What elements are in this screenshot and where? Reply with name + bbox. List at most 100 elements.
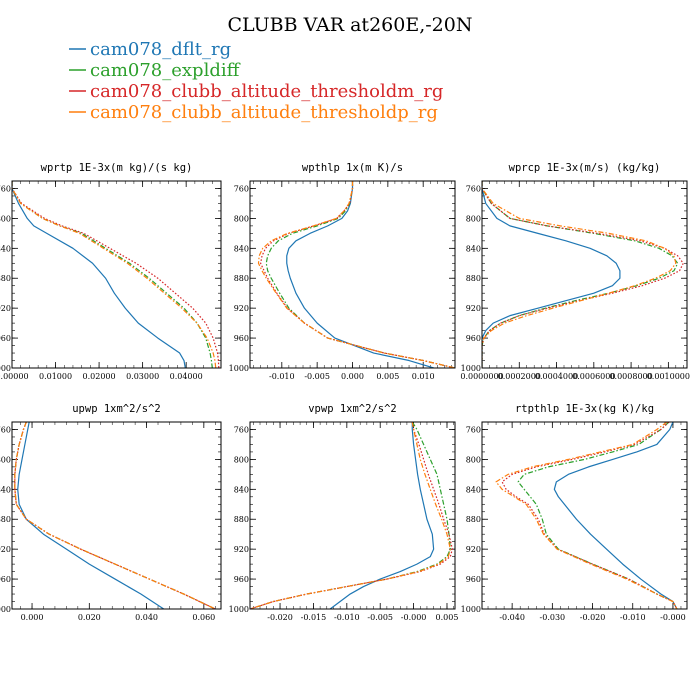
y-tick-label: 880 — [0, 515, 11, 524]
series-line — [250, 422, 453, 609]
panel-1: wprtp 1E-3x(m kg)/(s kg) 760 800 840 880 920 9… — [0, 162, 222, 381]
y-tick-label: 800 — [0, 455, 11, 464]
series-line — [482, 181, 679, 368]
series-line — [14, 422, 216, 609]
series-line — [517, 422, 678, 609]
figure-title: CLUBB VAR at260E,-20N — [228, 14, 473, 36]
legend-entry: cam078_expldiff — [69, 60, 241, 81]
series-line — [250, 422, 451, 609]
x-tick-label: -0.005 — [367, 613, 393, 622]
y-tick-label: 840 — [234, 485, 249, 494]
panel-title: wprtp 1E-3x(m kg)/(s kg) — [41, 162, 193, 174]
legend-label-thresholdp: cam078_clubb_altitude_thresholdp_rg — [90, 102, 438, 123]
y-tick-label: 1000 — [461, 605, 481, 614]
series-line — [14, 422, 216, 609]
x-tick-label: 0.0010000 — [647, 372, 690, 381]
y-tick-label: 760 — [0, 425, 11, 434]
x-tick-label: 0.0006000 — [572, 372, 615, 381]
x-tick-label: 0.0004000 — [535, 372, 578, 381]
y-tick-label: 960 — [234, 334, 249, 343]
x-tick-label: -0.010 — [334, 613, 360, 622]
series-line — [482, 181, 684, 368]
series-group — [14, 422, 216, 609]
x-tick-label: 0.02000 — [83, 372, 116, 381]
series-line — [482, 181, 677, 368]
y-tick-label: 760 — [234, 425, 249, 434]
panels: wprtp 1E-3x(m kg)/(s kg) 760 800 840 880 920 9… — [0, 162, 690, 622]
y-tick-label: 760 — [234, 184, 249, 193]
x-tick-label: 0.0008000 — [609, 372, 652, 381]
y-tick-label: 800 — [466, 214, 481, 223]
y-tick-label: 920 — [234, 545, 249, 554]
y-tick-label: 1000 — [461, 364, 481, 373]
panel-title: wprcp 1E-3x(m/s) (kg/kg) — [509, 162, 661, 174]
x-tick-label: -0.010 — [620, 613, 646, 622]
y-tick-label: 960 — [0, 334, 11, 343]
series-line — [495, 422, 678, 609]
panel-title: wpthlp 1x(m K)/s — [302, 162, 403, 174]
series-line — [329, 422, 435, 609]
y-tick-label: 840 — [234, 244, 249, 253]
x-tick-label: 0.03000 — [126, 372, 159, 381]
y-tick-label: 840 — [0, 244, 11, 253]
series-line — [482, 181, 621, 368]
panel-title: vpwp 1xm^2/s^2 — [308, 403, 397, 415]
x-tick-label: 0.000 — [341, 372, 364, 381]
y-tick-label: 800 — [234, 455, 249, 464]
y-tick-label: 920 — [0, 304, 11, 313]
x-tick-label: 0.005 — [436, 613, 459, 622]
series-line — [265, 181, 455, 368]
series-group — [257, 181, 455, 368]
series-group — [250, 422, 453, 609]
y-tick-label: 960 — [234, 575, 249, 584]
legend: cam078_dflt_rg cam078_expldiff cam078_cl… — [69, 39, 443, 123]
y-tick-label: 840 — [0, 485, 11, 494]
y-tick-label: 760 — [466, 425, 481, 434]
y-tick-label: 920 — [466, 304, 481, 313]
panel-2: wpthlp 1x(m K)/s 760 800 840 880 920 960 1000 -0… — [229, 162, 456, 381]
series-line — [12, 181, 186, 368]
x-tick-label: 0.040 — [135, 613, 158, 622]
y-tick-label: 1000 — [229, 605, 249, 614]
series-line — [257, 181, 455, 368]
y-tick-label: 880 — [0, 274, 11, 283]
legend-label-expldiff: cam078_expldiff — [90, 60, 241, 81]
y-tick-label: 760 — [466, 184, 481, 193]
x-tick-label: 0.005 — [376, 372, 399, 381]
panel-3: wprcp 1E-3x(m/s) (kg/kg) 760 800 840 880 920 9… — [460, 162, 690, 381]
panel-6: rtpthlp 1E-3x(kg K)/kg 760 800 840 880 920 960… — [461, 403, 688, 622]
x-tick-label: 0.060 — [192, 613, 215, 622]
y-tick-label: 1000 — [0, 605, 11, 614]
series-line — [14, 422, 216, 609]
x-tick-label: 0.000 — [21, 613, 44, 622]
series-line — [501, 422, 678, 609]
series-line — [12, 181, 213, 368]
y-tick-label: 880 — [234, 515, 249, 524]
y-tick-label: 1000 — [0, 364, 11, 373]
series-line — [553, 422, 678, 609]
panel-frame — [249, 421, 456, 610]
y-tick-label: 1000 — [229, 364, 249, 373]
x-tick-label: -0.030 — [540, 613, 566, 622]
y-tick-label: 840 — [466, 485, 481, 494]
y-tick-label: 920 — [0, 545, 11, 554]
panel-frame — [481, 180, 688, 369]
x-tick-label: 0.01000 — [39, 372, 72, 381]
x-tick-label: 0.010 — [412, 372, 435, 381]
legend-entry: cam078_clubb_altitude_thresholdm_rg — [69, 81, 443, 102]
x-tick-label: -0.020 — [580, 613, 606, 622]
y-tick-label: 960 — [466, 334, 481, 343]
y-tick-label: 800 — [466, 455, 481, 464]
series-line — [12, 181, 220, 368]
x-tick-label: 0.04000 — [170, 372, 203, 381]
series-line — [12, 181, 217, 368]
x-tick-label: 0.0002000 — [498, 372, 541, 381]
y-tick-label: 840 — [466, 244, 481, 253]
y-tick-label: 960 — [0, 575, 11, 584]
series-line — [286, 181, 434, 368]
y-tick-label: 880 — [234, 274, 249, 283]
legend-label-thresholdm: cam078_clubb_altitude_thresholdm_rg — [90, 81, 443, 102]
panel-frame — [249, 180, 456, 369]
x-tick-label: -0.005 — [304, 372, 330, 381]
